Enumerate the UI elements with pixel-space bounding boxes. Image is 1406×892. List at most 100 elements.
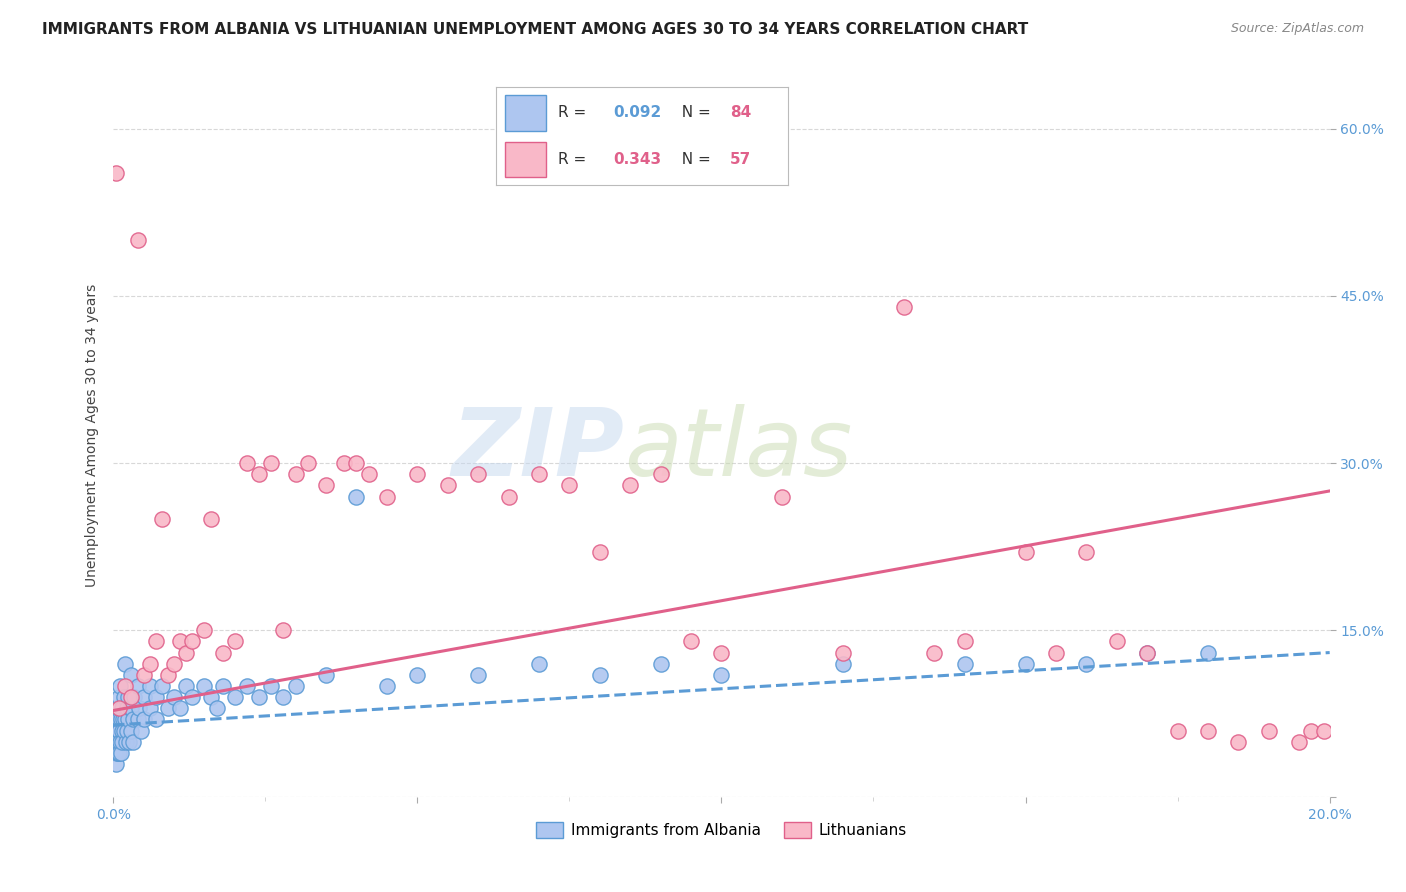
Point (346, 456, 368, 470)
Point (115, 735, 138, 749)
Point (333, 456, 356, 470)
Point (103, 735, 125, 749)
Point (104, 746, 127, 760)
Point (1076, 657, 1098, 671)
Point (111, 723, 134, 738)
Point (770, 490, 793, 504)
Point (236, 679, 259, 693)
Point (145, 634, 167, 648)
Point (832, 646, 855, 660)
Point (118, 735, 141, 749)
Point (169, 701, 191, 715)
Point (211, 646, 233, 660)
Point (115, 723, 138, 738)
Point (589, 668, 612, 682)
Point (679, 634, 702, 648)
Point (127, 713, 149, 727)
Point (127, 679, 149, 693)
Point (114, 679, 136, 693)
Point (832, 657, 855, 671)
Point (1136, 646, 1159, 660)
Point (163, 657, 186, 671)
Point (1105, 634, 1128, 648)
Text: IMMIGRANTS FROM ALBANIA VS LITHUANIAN UNEMPLOYMENT AMONG AGES 30 TO 34 YEARS COR: IMMIGRANTS FROM ALBANIA VS LITHUANIAN UN… (42, 22, 1028, 37)
Point (107, 746, 129, 760)
Point (120, 723, 142, 738)
Point (284, 467, 307, 482)
Point (132, 668, 155, 682)
Point (107, 723, 129, 738)
Point (114, 713, 136, 727)
Point (127, 233, 149, 247)
Point (181, 634, 204, 648)
Point (163, 690, 186, 705)
Point (953, 657, 976, 671)
Text: ZIP: ZIP (451, 404, 624, 496)
Point (193, 679, 215, 693)
Point (467, 668, 489, 682)
Text: Source: ZipAtlas.com: Source: ZipAtlas.com (1230, 22, 1364, 36)
Y-axis label: Unemployment Among Ages 30 to 34 years: Unemployment Among Ages 30 to 34 years (86, 284, 100, 587)
Point (247, 690, 270, 705)
Point (107, 735, 129, 749)
Point (1227, 735, 1250, 749)
Point (375, 679, 398, 693)
Point (124, 690, 146, 705)
Point (110, 735, 132, 749)
Point (710, 668, 733, 682)
Point (145, 690, 167, 705)
Point (122, 735, 145, 749)
Point (169, 634, 191, 648)
Point (247, 467, 270, 482)
Point (498, 490, 520, 504)
Point (406, 467, 429, 482)
Text: atlas: atlas (624, 404, 852, 495)
Point (156, 701, 179, 715)
Point (558, 478, 581, 492)
Point (527, 657, 550, 671)
Point (145, 713, 167, 727)
Point (117, 690, 139, 705)
Point (315, 478, 337, 492)
Point (107, 701, 129, 715)
Point (138, 701, 160, 715)
Point (1014, 657, 1036, 671)
Point (107, 701, 129, 715)
Point (1167, 723, 1189, 738)
Point (924, 646, 946, 660)
Point (129, 723, 152, 738)
Point (710, 646, 733, 660)
Point (132, 713, 155, 727)
Point (110, 679, 132, 693)
Point (108, 690, 131, 705)
Point (150, 679, 173, 693)
Point (589, 545, 612, 559)
Point (1076, 545, 1098, 559)
Point (1301, 723, 1323, 738)
Point (260, 456, 283, 470)
Point (107, 713, 129, 727)
Point (200, 690, 222, 705)
Point (273, 624, 295, 638)
Point (527, 467, 550, 482)
Point (111, 701, 134, 715)
Point (105, 723, 128, 738)
Point (1045, 646, 1067, 660)
Point (138, 657, 160, 671)
Point (1257, 723, 1279, 738)
Point (138, 679, 160, 693)
Point (120, 701, 142, 715)
Point (156, 668, 179, 682)
Point (1136, 646, 1159, 660)
Point (118, 701, 141, 715)
Point (108, 723, 131, 738)
Point (110, 746, 132, 760)
Point (104, 723, 127, 738)
Point (260, 679, 283, 693)
Point (205, 701, 228, 715)
Point (132, 690, 155, 705)
Point (619, 478, 641, 492)
Point (105, 166, 128, 180)
Point (224, 690, 246, 705)
Point (174, 646, 197, 660)
